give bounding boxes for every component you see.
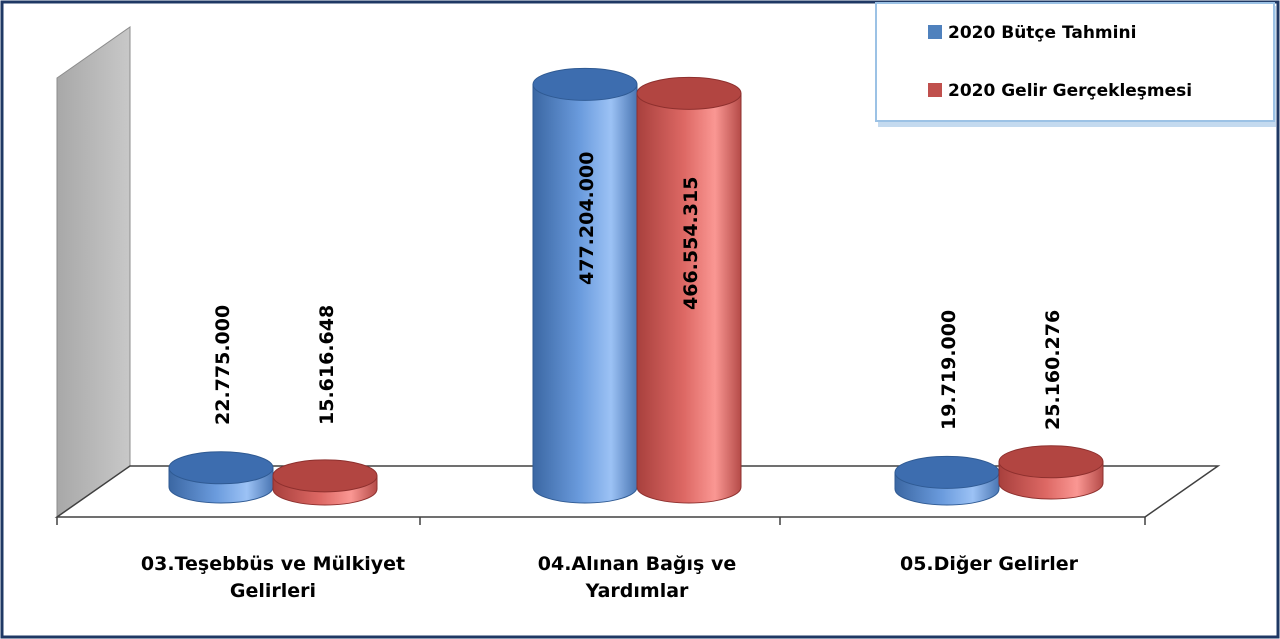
category-label: Gelirleri [230, 580, 316, 602]
category-label: 04.Alınan Bağış ve [538, 553, 737, 575]
bar-estimate-1 [532, 67, 638, 504]
bar-top [636, 76, 742, 110]
value-label: 19.719.000 [938, 310, 960, 430]
bar-body [636, 92, 742, 504]
value-label: 22.775.000 [212, 305, 234, 425]
bar-estimate-2 [894, 455, 1000, 506]
value-label: 466.554.315 [680, 177, 702, 310]
value-label: 25.160.276 [1042, 310, 1064, 430]
x-axis-ticks [56, 517, 1146, 525]
value-labels-layer: 22.775.000 15.616.648 477.204.000 466.554.3… [212, 152, 1064, 430]
bar-top [998, 445, 1104, 479]
bar-actual-1 [636, 76, 742, 504]
bar-estimate-0 [168, 451, 274, 504]
category-label: 03.Teşebbüs ve Mülkiyet [141, 553, 405, 575]
category-label: 05.Diğer Gelirler [900, 553, 1079, 575]
legend-swatch-estimate [928, 25, 942, 39]
value-label: 477.204.000 [576, 152, 598, 285]
category-labels-layer: 03.Teşebbüs ve Mülkiyet Gelirleri 04.Alına… [141, 553, 1079, 602]
legend-label-estimate: 2020 Bütçe Tahmini [948, 23, 1136, 43]
legend: 2020 Bütçe Tahmini 2020 Gelir Gerçekleşm… [875, 2, 1276, 127]
bar-top [272, 459, 378, 493]
bar-top [894, 455, 1000, 489]
bar-actual-2 [998, 445, 1104, 500]
category-label: Yardımlar [585, 580, 689, 602]
bar-body [532, 83, 638, 504]
bar-actual-0 [272, 459, 378, 506]
chart-back-wall [56, 26, 131, 518]
bar-top [168, 451, 274, 485]
bar-top [532, 67, 638, 101]
value-label: 15.616.648 [316, 305, 338, 425]
legend-label-actual: 2020 Gelir Gerçekleşmesi [948, 81, 1192, 101]
legend-swatch-actual [928, 83, 942, 97]
legend-box [875, 2, 1275, 122]
bars-layer [168, 67, 1104, 506]
